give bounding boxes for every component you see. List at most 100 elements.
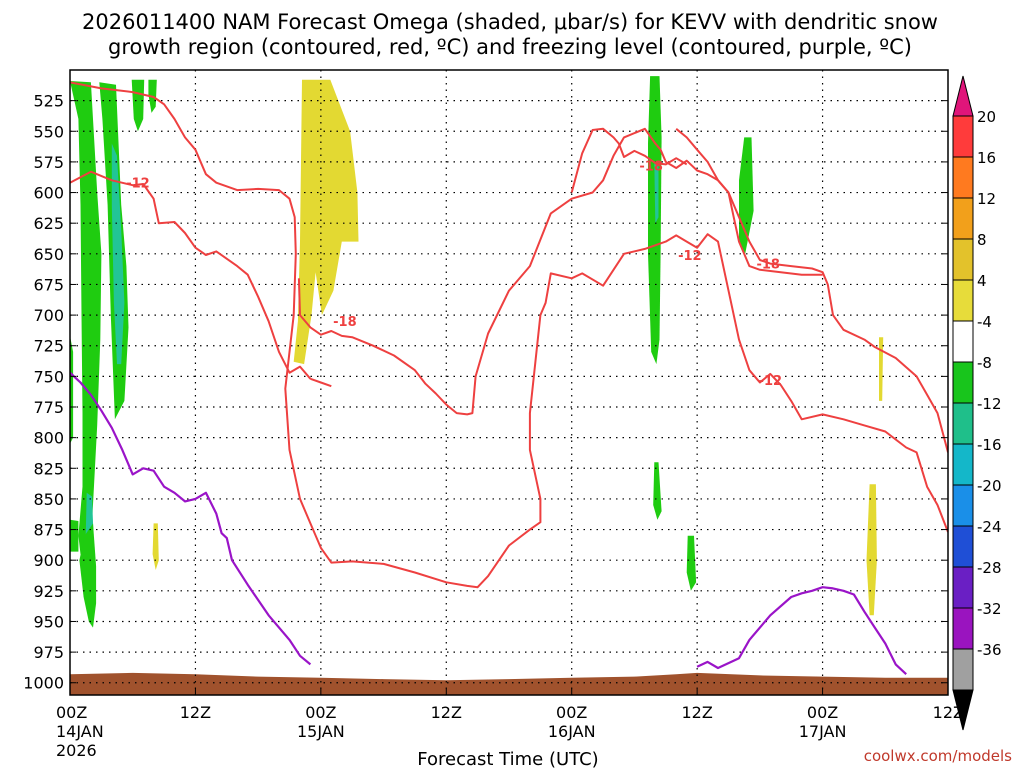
y-tick-label: 775 xyxy=(33,398,64,417)
dgz-contour-line xyxy=(70,170,312,380)
dgz-contour-line xyxy=(70,81,948,589)
y-tick-label: 875 xyxy=(33,521,64,540)
x-tick-label: 12Z xyxy=(933,703,964,722)
dgz-contour-line xyxy=(570,127,688,193)
plot-frame xyxy=(69,69,949,696)
chart-title-line1: 2026011400 NAM Forecast Omega (shaded, μ… xyxy=(82,10,938,34)
colorbar-swatch xyxy=(952,443,974,486)
x-tick-label: 12Z xyxy=(681,703,712,722)
colorbar-swatch xyxy=(952,279,974,322)
contour-label: -12 xyxy=(759,374,783,389)
colorbar-swatch xyxy=(952,238,974,281)
x-tick-date-label: 16JAN xyxy=(548,722,596,741)
colorbar-swatch xyxy=(952,320,974,363)
omega-region-yellow xyxy=(293,79,359,365)
dgz-contour-line xyxy=(297,127,948,453)
colorbar-swatch xyxy=(952,197,974,240)
omega-region-green xyxy=(70,335,74,444)
ground-layer xyxy=(70,672,948,695)
x-tick-date-label: 14JAN xyxy=(56,722,104,741)
contour-label-layer: -12 -18 -18 -12 -18 -12 xyxy=(126,160,782,389)
dgz-contour-line xyxy=(675,128,823,276)
y-tick-label: 975 xyxy=(33,643,64,662)
y-tick-label: 625 xyxy=(33,214,64,233)
colorbar-swatch xyxy=(952,525,974,568)
freezing-level-contour-line xyxy=(70,371,312,666)
contour-label: -18 xyxy=(639,160,663,175)
y-tick-label: 825 xyxy=(33,459,64,478)
dgz-contour-line xyxy=(310,377,332,388)
x-tick-label: 00Z xyxy=(807,703,838,722)
colorbar-label: -24 xyxy=(977,518,1002,536)
omega-region-teal xyxy=(111,143,125,365)
omega-region-green xyxy=(70,81,102,561)
colorbar-bottom-arrow xyxy=(952,689,974,731)
colorbar-label: 20 xyxy=(977,108,996,126)
colorbar-label: 12 xyxy=(977,190,996,208)
ground-surface xyxy=(70,672,948,695)
colorbar-label: 16 xyxy=(977,149,996,167)
colorbar-swatch xyxy=(952,402,974,445)
omega-region-green xyxy=(686,535,697,591)
y-tick-label: 900 xyxy=(33,551,64,570)
pressure-axis: 525 550 575 600 625 650 675 700 725 750 775 800 825 8… xyxy=(23,92,948,693)
omega-region-green xyxy=(70,519,79,552)
y-tick-label: 925 xyxy=(33,582,64,601)
omega-region-yellow xyxy=(152,523,159,570)
colorbar-label: -28 xyxy=(977,559,1002,577)
y-tick-label: 950 xyxy=(33,612,64,631)
omega-region-yellow xyxy=(879,337,884,401)
colorbar: 20 16 12 8 4 -4 -8 -12 -16 -20 -24 -28 -32 -36 xyxy=(952,75,1002,731)
colorbar-label: 8 xyxy=(977,231,987,249)
y-tick-label: 750 xyxy=(33,367,64,386)
colorbar-label: -8 xyxy=(977,354,992,372)
colorbar-label: -16 xyxy=(977,436,1002,454)
x-tick-date-label: 15JAN xyxy=(297,722,345,741)
x-tick-label: 12Z xyxy=(431,703,462,722)
colorbar-swatch xyxy=(952,648,974,691)
freezing-level-contour-line xyxy=(696,586,907,676)
y-tick-label: 550 xyxy=(33,122,64,141)
colorbar-swatch xyxy=(952,566,974,609)
colorbar-label: -12 xyxy=(977,395,1002,413)
contour-label: -12 xyxy=(126,177,150,192)
y-tick-label: 1000 xyxy=(23,674,64,693)
credit-text: coolwx.com/models xyxy=(864,747,1012,765)
y-tick-label: 800 xyxy=(33,429,64,448)
omega-shading-layer xyxy=(70,76,884,628)
x-tick-label: 00Z xyxy=(56,703,87,722)
x-tick-label: 12Z xyxy=(180,703,211,722)
x-axis-title: Forecast Time (UTC) xyxy=(417,749,598,768)
omega-region-green xyxy=(653,462,662,520)
colorbar-label: -4 xyxy=(977,313,992,331)
colorbar-swatch xyxy=(952,361,974,404)
y-tick-label: 725 xyxy=(33,337,64,356)
omega-region-yellow xyxy=(866,484,877,616)
contour-layer xyxy=(70,81,948,676)
chart-title-line2: growth region (contoured, red, ºC) and f… xyxy=(108,35,912,59)
contour-label: -18 xyxy=(333,315,357,330)
colorbar-swatch xyxy=(952,115,974,158)
colorbar-swatch xyxy=(952,484,974,527)
omega-region-green xyxy=(79,523,97,628)
contour-label: -18 xyxy=(756,258,780,273)
y-tick-label: 650 xyxy=(33,245,64,264)
colorbar-swatch xyxy=(952,156,974,199)
colorbar-label: -36 xyxy=(977,641,1002,659)
contour-label: -12 xyxy=(678,249,702,264)
colorbar-swatch xyxy=(952,607,974,650)
y-tick-label: 850 xyxy=(33,490,64,509)
x-tick-date-label: 17JAN xyxy=(799,722,847,741)
y-tick-label: 525 xyxy=(33,92,64,111)
y-tick-label: 700 xyxy=(33,306,64,325)
colorbar-label: 4 xyxy=(977,272,987,290)
colorbar-label: -20 xyxy=(977,477,1002,495)
y-tick-label: 600 xyxy=(33,184,64,203)
y-tick-label: 675 xyxy=(33,275,64,294)
y-tick-label: 575 xyxy=(33,153,64,172)
x-tick-label: 00Z xyxy=(556,703,587,722)
x-tick-label: 00Z xyxy=(305,703,336,722)
